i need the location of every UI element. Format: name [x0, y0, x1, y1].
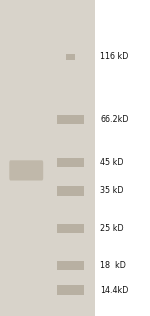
FancyBboxPatch shape	[9, 160, 43, 180]
Text: 18  kD: 18 kD	[100, 261, 126, 270]
Bar	[66, 54, 75, 59]
Bar	[57, 115, 84, 124]
Bar	[57, 158, 84, 167]
Text: 66.2kD: 66.2kD	[100, 115, 129, 124]
Bar	[57, 186, 84, 196]
Text: 45 kD: 45 kD	[100, 158, 124, 167]
Bar	[57, 285, 84, 295]
Bar	[57, 224, 84, 233]
Bar	[0, 0, 95, 316]
Text: 116 kD: 116 kD	[100, 52, 129, 61]
Bar	[57, 260, 84, 270]
Text: 14.4kD: 14.4kD	[100, 286, 129, 295]
Text: 35 kD: 35 kD	[100, 186, 124, 195]
Text: 25 kD: 25 kD	[100, 224, 124, 233]
